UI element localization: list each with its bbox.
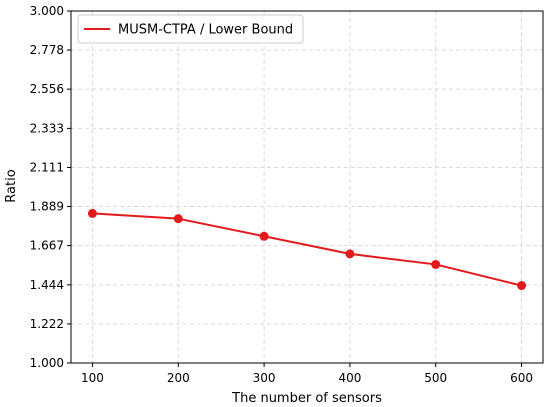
legend-box <box>77 14 304 44</box>
y-tick-label: 2.333 <box>30 121 64 135</box>
legend-label: MUSM-CTPA / Lower Bound <box>118 23 293 38</box>
y-tick-label: 1.000 <box>30 356 64 370</box>
x-tick-label: 100 <box>81 371 104 385</box>
y-tick-label: 1.667 <box>30 239 64 253</box>
data-point <box>173 214 183 224</box>
y-axis-label: Ratio <box>4 169 19 202</box>
x-tick-label: 200 <box>167 371 190 385</box>
plot-frame <box>70 10 544 364</box>
y-tick-label: 1.444 <box>30 278 64 292</box>
axis-ticks: 100 200 300 400 500 600 1.000 1.222 1.444 1.667 1.… <box>30 4 533 385</box>
y-tick-label: 1.222 <box>30 317 64 331</box>
y-tick-label: 2.556 <box>30 82 64 96</box>
x-tick-label: 500 <box>424 371 447 385</box>
data-point <box>517 281 527 291</box>
data-point <box>259 231 269 241</box>
x-tick-label: 300 <box>253 371 276 385</box>
legend: MUSM-CTPA / Lower Bound <box>77 14 304 44</box>
x-axis-label: The number of sensors <box>231 391 382 406</box>
y-tick-label: 3.000 <box>30 4 64 18</box>
series-layer <box>87 208 527 291</box>
y-tick-label: 2.111 <box>30 160 64 174</box>
data-point <box>345 249 355 259</box>
data-point <box>431 259 441 269</box>
y-tick-label: 1.889 <box>30 200 64 214</box>
x-tick-label: 400 <box>338 371 361 385</box>
x-tick-label: 600 <box>510 371 533 385</box>
data-point <box>87 208 97 218</box>
series-line <box>92 212 522 287</box>
grid-lines <box>71 10 543 364</box>
y-tick-label: 2.778 <box>30 43 64 57</box>
